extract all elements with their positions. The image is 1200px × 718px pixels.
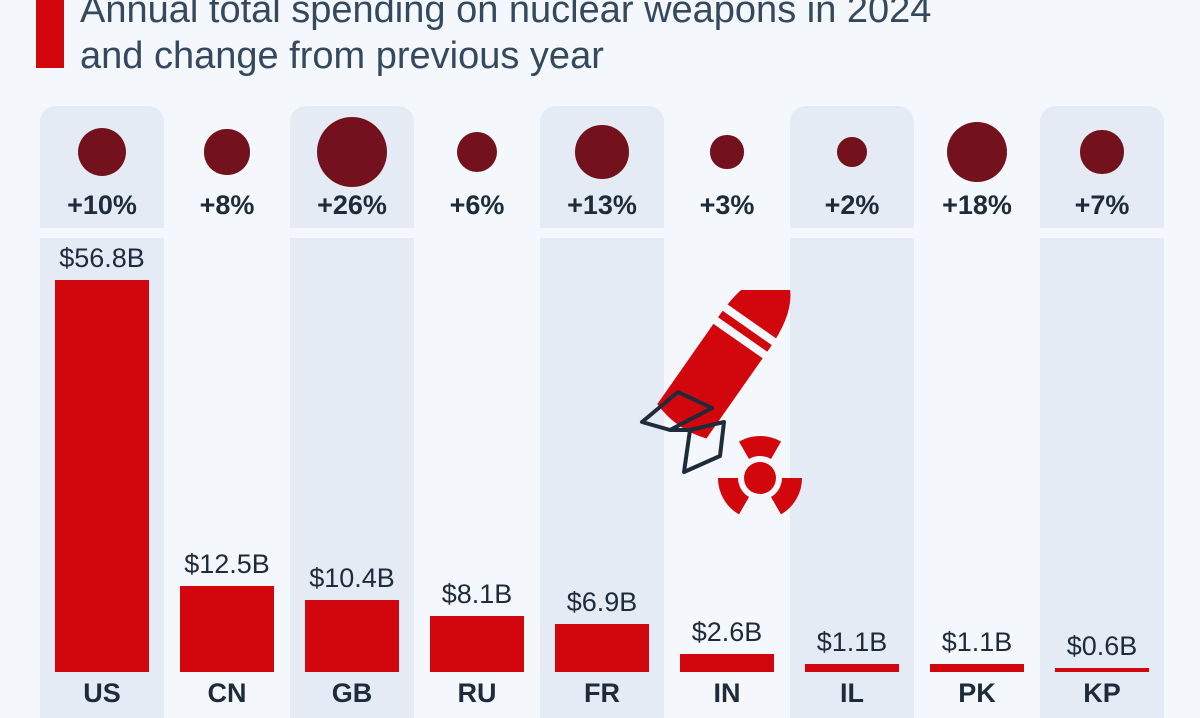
bar-kp xyxy=(1055,667,1149,672)
change-bubble-us xyxy=(77,127,127,177)
change-bubble-kp xyxy=(1080,130,1124,174)
bar-in xyxy=(680,654,774,672)
value-label-in: $2.6B xyxy=(691,617,763,648)
category-label-cn: CN xyxy=(207,678,247,708)
category-label-gb: GB xyxy=(331,678,373,708)
bar-us xyxy=(55,280,149,672)
change-bubble-gb xyxy=(317,117,387,187)
change-label-gb: +26% xyxy=(317,190,387,220)
bar-pk xyxy=(930,664,1024,672)
change-bubble-ru xyxy=(456,131,498,173)
column-body-bg-il xyxy=(790,238,914,718)
nuclear-missile-icon xyxy=(640,290,803,515)
change-bubble-fr xyxy=(575,125,629,179)
bar-gb xyxy=(305,600,399,672)
column-header-bg-il xyxy=(790,106,914,228)
column-body-bg-kp xyxy=(1040,238,1164,718)
bar-ru xyxy=(430,616,524,672)
chart-title-line-1: Annual total spending on nuclear weapons… xyxy=(80,0,932,31)
change-label-pk: +18% xyxy=(942,190,1012,220)
category-label-il: IL xyxy=(840,678,864,708)
change-bubble-in xyxy=(710,135,744,169)
value-label-ru: $8.1B xyxy=(441,579,513,610)
category-label-fr: FR xyxy=(584,678,620,708)
change-label-il: +2% xyxy=(824,190,880,220)
change-bubble-il xyxy=(837,137,867,167)
chart-subtitle-line-2: and change from previous year xyxy=(80,35,604,77)
change-label-ru: +6% xyxy=(449,190,505,220)
category-label-pk: PK xyxy=(958,678,996,708)
category-label-us: US xyxy=(83,678,121,708)
value-label-kp: $0.6B xyxy=(1066,630,1138,661)
change-label-us: +10% xyxy=(67,190,137,220)
change-label-fr: +13% xyxy=(567,190,637,220)
bar-il xyxy=(805,664,899,672)
change-label-kp: +7% xyxy=(1074,190,1130,220)
category-label-kp: KP xyxy=(1083,678,1121,708)
value-label-gb: $10.4B xyxy=(309,563,395,594)
value-label-il: $1.1B xyxy=(816,627,888,658)
value-label-cn: $12.5B xyxy=(184,548,270,579)
value-label-pk: $1.1B xyxy=(941,627,1013,658)
bar-cn xyxy=(180,585,274,672)
change-label-cn: +8% xyxy=(199,190,255,220)
value-label-fr: $6.9B xyxy=(566,587,638,618)
bar-fr xyxy=(555,624,649,672)
change-bubble-pk xyxy=(946,121,1008,183)
category-label-ru: RU xyxy=(457,678,497,708)
change-label-in: +3% xyxy=(699,190,755,220)
title-accent-bar xyxy=(36,0,64,68)
category-label-in: IN xyxy=(713,678,741,708)
value-label-us: $56.8B xyxy=(59,243,145,273)
change-bubble-cn xyxy=(204,129,250,175)
